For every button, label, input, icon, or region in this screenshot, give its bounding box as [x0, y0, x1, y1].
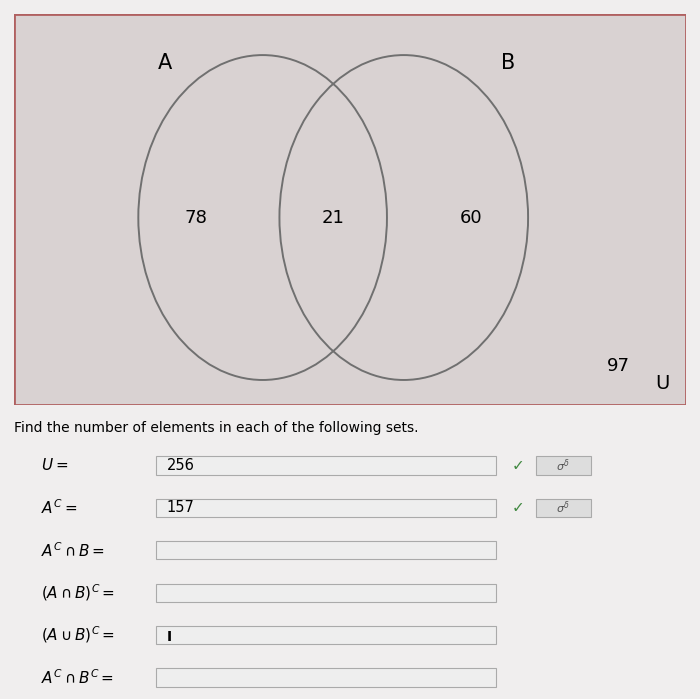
Text: $(A \cap B)^C =$: $(A \cap B)^C =$ — [41, 582, 115, 603]
FancyBboxPatch shape — [157, 498, 496, 517]
Text: $\sigma^{\delta}$: $\sigma^{\delta}$ — [556, 500, 570, 516]
FancyBboxPatch shape — [157, 541, 496, 559]
Text: $\sigma^{\delta}$: $\sigma^{\delta}$ — [556, 457, 570, 474]
Text: 21: 21 — [322, 208, 344, 226]
Text: ✓: ✓ — [511, 458, 524, 473]
Text: Find the number of elements in each of the following sets.: Find the number of elements in each of t… — [14, 421, 419, 435]
Text: B: B — [500, 53, 515, 73]
Text: 78: 78 — [184, 208, 207, 226]
Text: 97: 97 — [608, 357, 630, 375]
Text: I: I — [167, 630, 172, 644]
Text: 256: 256 — [167, 458, 195, 473]
Text: $A^C \cap B =$: $A^C \cap B =$ — [41, 541, 105, 560]
Text: U: U — [655, 375, 670, 394]
Text: ✓: ✓ — [511, 500, 524, 515]
FancyBboxPatch shape — [14, 14, 686, 405]
Text: A: A — [158, 53, 172, 73]
FancyBboxPatch shape — [157, 668, 496, 686]
Text: $(A \cup B)^C =$: $(A \cup B)^C =$ — [41, 625, 115, 645]
FancyBboxPatch shape — [157, 456, 496, 475]
Text: $A^C =$: $A^C =$ — [41, 498, 77, 517]
Text: 157: 157 — [167, 500, 195, 515]
FancyBboxPatch shape — [536, 456, 591, 475]
Text: $U =$: $U =$ — [41, 457, 68, 473]
FancyBboxPatch shape — [157, 626, 496, 644]
Text: 60: 60 — [460, 208, 482, 226]
Text: $A^C \cap B^C =$: $A^C \cap B^C =$ — [41, 668, 114, 687]
FancyBboxPatch shape — [536, 498, 591, 517]
FancyBboxPatch shape — [157, 584, 496, 602]
